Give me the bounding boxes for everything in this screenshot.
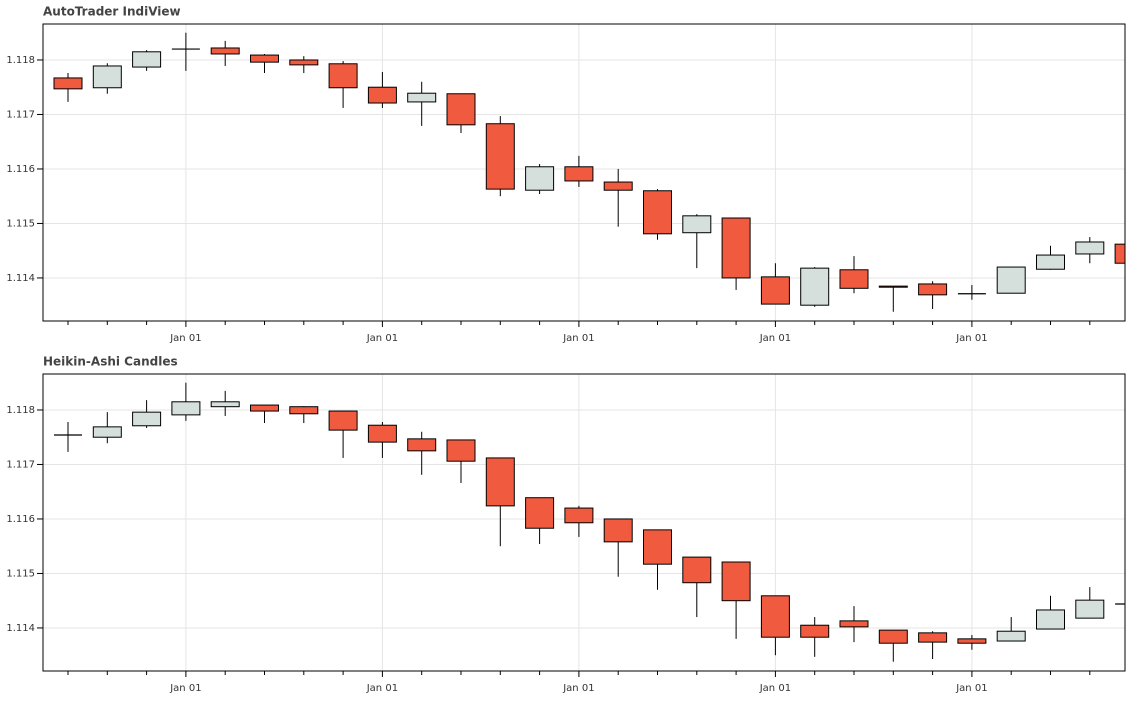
- candle-body: [250, 54, 279, 63]
- x-tick-label: Jan 01: [169, 333, 201, 344]
- y-tick-label: 1.118: [6, 405, 35, 416]
- panel: AutoTrader IndiView 1.114 1.115 1.116 1.117 1…: [6, 5, 1126, 344]
- y-tick-label: 1.117: [6, 109, 35, 120]
- candle-body: [132, 51, 162, 68]
- y-tick-label: 1.118: [6, 55, 35, 66]
- candle-body: [918, 283, 948, 296]
- candle-body: [800, 267, 830, 306]
- candle-body: [250, 404, 279, 412]
- candle-body: [1075, 599, 1105, 619]
- plot-area: [54, 382, 1125, 662]
- candle-body: [525, 497, 555, 529]
- candle-body: [564, 507, 594, 524]
- candle-body: [367, 86, 397, 104]
- y-tick-label: 1.115: [6, 568, 35, 579]
- candle-body: [1036, 254, 1065, 270]
- plot-area: [53, 32, 1125, 312]
- candle-body: [485, 457, 515, 507]
- candle-body: [289, 59, 319, 66]
- candle-body: [760, 595, 790, 638]
- candle-body: [92, 65, 122, 89]
- y-tick-label: 1.114: [6, 623, 35, 634]
- candle-body: [1075, 241, 1105, 255]
- candle-body: [1114, 243, 1125, 264]
- candle-body: [407, 438, 437, 452]
- candle-body: [328, 63, 358, 89]
- candle-body: [407, 92, 437, 103]
- x-tick-label: Jan 01: [562, 333, 594, 344]
- candle-body: [996, 630, 1026, 642]
- candle-body: [485, 123, 515, 190]
- candle-body: [643, 190, 672, 235]
- candle-body: [446, 439, 476, 462]
- y-tick-label: 1.116: [6, 164, 35, 175]
- panel: Heikin-Ashi Candles 1.114 1.115 1.116 1.117 1…: [6, 355, 1126, 694]
- x-tick-label: Jan 01: [366, 683, 398, 694]
- candle-body: [1036, 609, 1065, 630]
- candle-body: [53, 77, 83, 90]
- x-tick-label: Jan 01: [955, 333, 987, 344]
- plot-frame: [42, 373, 1126, 672]
- candle-body: [289, 406, 319, 415]
- candle-body: [564, 166, 594, 182]
- candle-body: [603, 181, 633, 191]
- y-tick-label: 1.114: [6, 273, 35, 284]
- candle-body: [92, 426, 122, 438]
- chart-title: AutoTrader IndiView: [43, 5, 181, 19]
- x-tick-label: Jan 01: [759, 333, 791, 344]
- candle-body: [918, 632, 948, 643]
- x-tick-label: Jan 01: [955, 683, 987, 694]
- x-tick-label: Jan 01: [759, 683, 791, 694]
- plot-frame: [42, 23, 1126, 322]
- candle-body: [171, 401, 201, 416]
- candle-body: [328, 410, 358, 431]
- candle-body: [210, 401, 240, 408]
- candle-body: [682, 215, 712, 234]
- candle-body: [210, 47, 240, 55]
- y-tick-label: 1.116: [6, 514, 35, 525]
- candle-body: [682, 556, 712, 584]
- x-tick-label: Jan 01: [562, 683, 594, 694]
- candle-body: [721, 217, 751, 279]
- chart-title: Heikin-Ashi Candles: [43, 355, 178, 369]
- candle-body: [721, 561, 751, 602]
- candle-body: [957, 638, 987, 644]
- y-tick-label: 1.117: [6, 459, 35, 470]
- candle-body: [878, 285, 908, 288]
- x-tick-label: Jan 01: [366, 333, 398, 344]
- candle-body: [996, 266, 1026, 294]
- candle-body: [800, 624, 830, 638]
- y-tick-label: 1.115: [6, 218, 35, 229]
- candle-body: [525, 166, 555, 191]
- candle-body: [839, 620, 869, 628]
- candle-body: [760, 276, 790, 305]
- candle-body: [839, 269, 869, 289]
- candle-body: [603, 518, 633, 543]
- candle-body: [132, 411, 162, 427]
- candle-body: [878, 629, 908, 644]
- candle-body: [367, 424, 397, 443]
- candle-body: [446, 93, 476, 126]
- candle-body: [643, 529, 672, 565]
- x-tick-label: Jan 01: [169, 683, 201, 694]
